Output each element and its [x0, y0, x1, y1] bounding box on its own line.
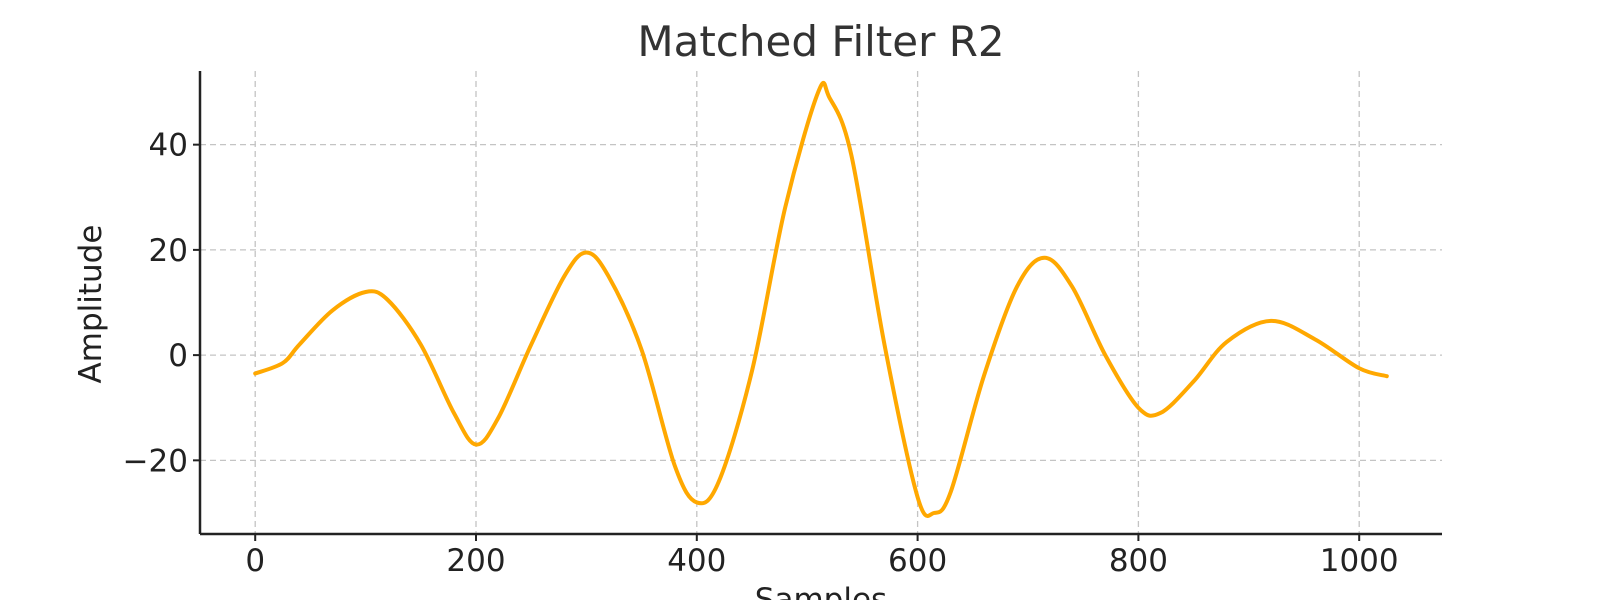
grid-lines [200, 71, 1442, 534]
y-axis-label: Amplitude [73, 225, 109, 384]
x-axis-label: Samples [755, 582, 887, 600]
x-tick-label: 800 [1109, 543, 1168, 579]
x-tick-label: 0 [245, 543, 265, 579]
x-tick-label: 1000 [1320, 543, 1399, 579]
ticks: 0 200 400 600 800 1000 −20 0 20 40 [123, 128, 1399, 579]
y-tick-label: 40 [149, 128, 188, 164]
axes [198, 71, 1442, 536]
series-layer [253, 80, 1389, 518]
y-tick-label: 20 [149, 233, 188, 269]
x-tick-label: 600 [888, 543, 947, 579]
x-tick-label: 200 [446, 543, 505, 579]
x-tick-label: 400 [667, 543, 726, 579]
chart-title: Matched Filter R2 [637, 17, 1004, 66]
y-tick-label: 0 [168, 338, 188, 374]
y-tick-label: −20 [123, 443, 188, 479]
series-line [253, 80, 1389, 518]
